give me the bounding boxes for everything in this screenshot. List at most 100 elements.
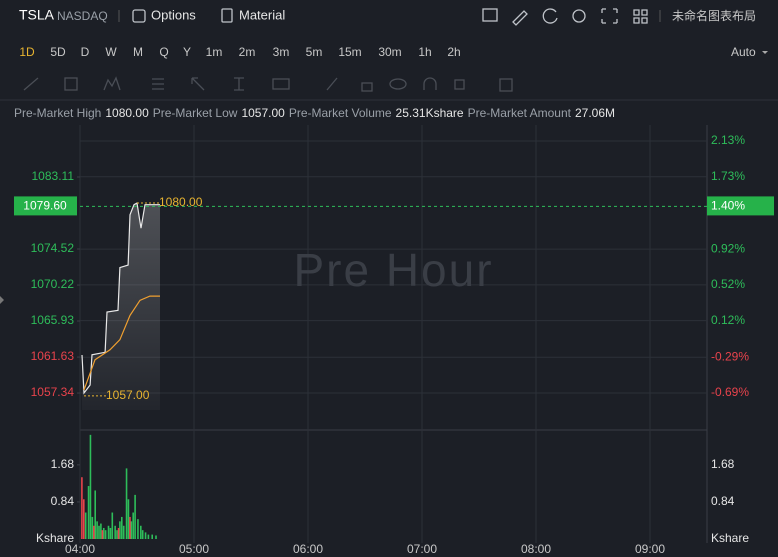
vol-tick-label-right: 1.68 (711, 457, 735, 471)
average-line (83, 295, 160, 391)
timeframe-option[interactable]: W (105, 45, 117, 59)
layout-name[interactable]: 未命名图表布局 (672, 8, 756, 23)
volume-bar (130, 521, 133, 539)
volume-bar (102, 527, 105, 539)
volume-bar (125, 468, 128, 539)
tool-icon[interactable] (542, 8, 558, 24)
y2-tick-label: -0.69% (711, 385, 749, 399)
options-icon (132, 9, 146, 23)
volume-bar (119, 521, 121, 539)
draw-tool (23, 77, 39, 91)
volume-bar (147, 534, 150, 539)
volume-bar (140, 525, 142, 539)
annotation-label: 1057.00 (106, 388, 150, 402)
volume-bar (122, 525, 125, 539)
volume-bar (109, 527, 112, 539)
draw-tool (152, 78, 164, 90)
volume-bar (121, 516, 123, 539)
draw-tool (389, 78, 407, 90)
y-tick-label: 1065.93 (31, 313, 75, 327)
volume-bar (81, 477, 83, 539)
chart: 04:00 05:00 06:00 07:00 08:00 09:00 -0.69% -0.2… (14, 125, 774, 556)
stat-label: Pre-Market Amount (468, 106, 572, 120)
exchange: NASDAQ (57, 9, 108, 23)
current-price-label: 1079.60 (23, 199, 67, 213)
draw-tool (234, 77, 244, 91)
x-tick-label: 05:00 (179, 542, 209, 556)
scale-label: Auto (731, 45, 756, 59)
volume-bar (137, 519, 139, 539)
y2-tick-label: 0.52% (711, 277, 745, 291)
material-icon (221, 8, 233, 23)
x-tick-label: 09:00 (635, 542, 665, 556)
timeframe-option[interactable]: Y (183, 45, 191, 59)
volume-bar (100, 523, 102, 539)
x-tick-label: 06:00 (293, 542, 323, 556)
draw-tool (191, 77, 205, 91)
annotation-label: 1080.00 (159, 195, 203, 209)
vol-unit: Kshare (36, 531, 74, 545)
draw-tool (103, 76, 121, 91)
timeframe-option[interactable]: 30m (378, 45, 401, 59)
timeframe-option[interactable]: 5m (306, 45, 323, 59)
material-button[interactable]: Material (221, 7, 285, 23)
timeframe-option[interactable]: D (81, 45, 90, 59)
y2-tick-label: -0.29% (711, 349, 749, 363)
tool-icon[interactable] (633, 9, 648, 24)
volume-bar (104, 530, 107, 539)
current-change-label: 1.40% (711, 199, 745, 213)
volume-bar (91, 516, 94, 539)
tool-icon[interactable] (482, 8, 498, 22)
volume-bar (116, 530, 118, 539)
stats-line: Pre-Market High 1080.00 Pre-Market Low 1057… (14, 106, 615, 120)
tool-icon[interactable] (601, 8, 618, 24)
scale-select[interactable]: Auto (731, 45, 768, 59)
volume-bar (155, 535, 157, 539)
vol-tick-label: 1.68 (51, 457, 75, 471)
timeframe-option[interactable]: 1h (418, 45, 431, 59)
timeframe-option[interactable]: M (133, 45, 143, 59)
volume-bar (87, 486, 90, 539)
timeframe-option[interactable]: 2m (239, 45, 256, 59)
volume-bar (83, 499, 85, 539)
side-handle[interactable] (0, 296, 4, 304)
options-label: Options (151, 7, 196, 22)
volume-bar (84, 512, 87, 539)
volume-bar (141, 530, 144, 539)
y-tick-label: 1070.22 (31, 277, 75, 291)
x-tick-label: 08:00 (521, 542, 551, 556)
tool-icon[interactable] (572, 9, 586, 23)
timeframe-option[interactable]: 2h (447, 45, 460, 59)
volume-bar (129, 516, 131, 539)
volume-bar (111, 512, 114, 539)
draw-tool (361, 82, 373, 92)
x-tick-label: 07:00 (407, 542, 437, 556)
timeframe-option[interactable]: 3m (273, 45, 290, 59)
vol-tick-label-right: 0.84 (711, 494, 735, 508)
draw-tool (64, 77, 78, 91)
timeframe-option[interactable]: 1m (206, 45, 223, 59)
volume-bar (98, 525, 100, 539)
options-button[interactable]: Options (132, 7, 196, 23)
current-change-box (707, 196, 774, 216)
draw-tool (326, 77, 338, 91)
volume-bar (151, 534, 153, 539)
volume-bar (127, 499, 130, 539)
timeframe-option[interactable]: 1D (19, 45, 35, 59)
timeframe-option[interactable]: 5D (50, 45, 66, 59)
tool-icon[interactable] (512, 10, 528, 26)
y-tick-label: 1074.52 (31, 241, 75, 255)
watermark: Pre Hour (293, 244, 493, 296)
vol-unit-right: Kshare (711, 531, 749, 545)
stat-value: 27.06M (575, 106, 615, 120)
stat-label: Pre-Market Low (153, 106, 238, 120)
stat-value: 1057.00 (241, 106, 285, 120)
timeframe-option[interactable]: 15m (338, 45, 361, 59)
draw-tool (272, 78, 290, 90)
current-price-box (14, 196, 77, 216)
volume-bar (89, 434, 92, 539)
volume-bar (94, 490, 96, 539)
draw-tool (423, 77, 437, 90)
timeframe-option[interactable]: Q (159, 45, 168, 59)
